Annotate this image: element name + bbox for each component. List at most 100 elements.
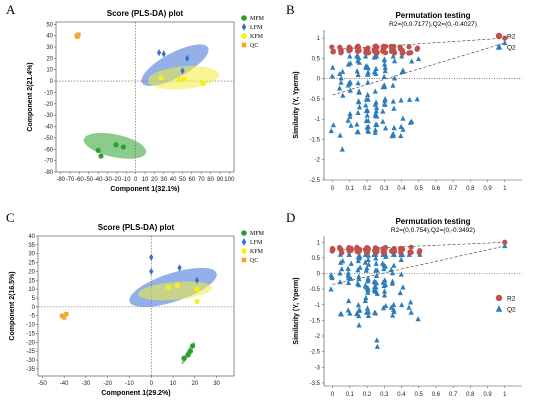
x-tick-label: -30 (103, 177, 112, 183)
r2-permutation-point (339, 250, 345, 256)
y-tick-label: 30 (46, 45, 53, 51)
y-tick-label: -80 (44, 170, 53, 176)
x-tick-label: 60 (188, 177, 195, 183)
y-axis-label: Similarity (Y, Yperm) (293, 71, 300, 138)
data-point-kfm (194, 298, 200, 305)
x-tick-label: 1 (503, 392, 507, 398)
y-tick-label: -60 (44, 147, 53, 153)
x-tick-label: -10 (122, 177, 131, 183)
q2-permutation-point (347, 113, 353, 119)
x-tick-label: 0 (331, 186, 335, 192)
y-tick-label: -2.5 (310, 350, 321, 356)
y-tick-label: 0 (32, 305, 36, 311)
x-tick-label: 0.3 (380, 392, 389, 398)
q2-original-point (502, 39, 508, 46)
data-point-mfm (95, 147, 101, 154)
q2-permutation-point (398, 271, 404, 277)
q2-permutation-point (356, 273, 362, 279)
legend-marker-qc (241, 257, 247, 263)
q2-permutation-point (373, 108, 379, 114)
x-tick-label: 0.6 (432, 392, 441, 398)
q2-permutation-point (364, 305, 371, 311)
r2-permutation-point (373, 48, 379, 55)
q2-permutation-point (373, 255, 379, 261)
y-tick-label: -25 (26, 349, 35, 355)
r2-permutation-point (380, 246, 386, 252)
y-tick-label: -0.5 (310, 287, 321, 293)
y-tick-label: -50 (44, 136, 53, 142)
q2-permutation-point (340, 68, 346, 74)
data-point-mfm (120, 144, 127, 150)
q2-permutation-point (381, 83, 388, 90)
legend-label-r2: R2 (507, 296, 516, 303)
legend-marker-q2 (495, 305, 503, 312)
q2-permutation-point (373, 260, 379, 266)
q2-permutation-point (408, 309, 414, 315)
x-tick-label: 50 (179, 177, 186, 183)
legend-marker-lfm (241, 23, 247, 31)
y-tick-label: 40 (46, 34, 53, 40)
q2-permutation-point (365, 308, 372, 315)
y-tick-label: -1.5 (310, 137, 321, 143)
q2-permutation-point (345, 117, 351, 123)
q2-permutation-point (365, 79, 371, 85)
x-tick-label: 0 (331, 392, 335, 398)
r2-permutation-point (416, 249, 422, 256)
r2-permutation-point (329, 44, 335, 50)
chart-subtitle: R2=(0,0.754),Q2=(0,-0.3492) (391, 227, 475, 234)
q2-permutation-point (391, 105, 397, 111)
panel-letter: B (286, 2, 295, 17)
panel-letter: C (6, 210, 15, 225)
q2-permutation-point (372, 287, 378, 293)
q2-permutation-point (340, 92, 346, 98)
legend-label-qc: QC (250, 43, 258, 49)
q2-permutation-point (330, 64, 336, 70)
q2-permutation-point (381, 73, 387, 79)
q2-permutation-point (355, 129, 361, 135)
q2-permutation-point (389, 270, 396, 276)
y-tick-label: -2 (315, 334, 321, 340)
q2-permutation-point (363, 294, 369, 301)
data-point-lfm (177, 264, 182, 272)
x-tick-label: 40 (170, 177, 177, 183)
x-tick-label: 0.5 (415, 392, 424, 398)
data-point-lfm (149, 253, 154, 261)
r2-permutation-point (346, 48, 352, 54)
legend-label-kfm: KFM (250, 249, 264, 255)
q2-permutation-point (366, 261, 372, 267)
legend-label-kfm: KFM (250, 34, 264, 40)
y-tick-label: -3.5 (310, 381, 321, 387)
legend-label-qc: QC (250, 258, 258, 264)
data-point-kfm (181, 76, 187, 82)
q2-permutation-point (373, 272, 380, 278)
q2-permutation-point (372, 127, 378, 133)
q2-permutation-point (345, 270, 351, 276)
q2-permutation-point (406, 304, 412, 310)
q2-permutation-point (372, 310, 379, 316)
y-tick-label: 15 (28, 278, 35, 284)
r2-permutation-point (356, 248, 362, 254)
data-point-kfm (166, 284, 172, 290)
q2-permutation-point (356, 255, 362, 261)
legend-marker-r2 (495, 32, 503, 40)
y-tick-label: 1 (317, 36, 321, 42)
permutation-panel-b: B Permutation testingR2=(0,0.7177),Q2=(0,… (286, 2, 522, 192)
r2-permutation-point (365, 246, 371, 252)
q2-permutation-point (346, 279, 352, 286)
q2-original-point (502, 242, 508, 249)
q2-permutation-point (372, 283, 378, 289)
q2-permutation-point (337, 279, 343, 285)
r2-permutation-point (329, 248, 335, 254)
legend-marker-kfm (241, 33, 247, 39)
y-tick-label: -10 (26, 323, 35, 329)
q2-permutation-point (346, 251, 352, 257)
r2-permutation-point (330, 49, 336, 55)
data-point-qc (75, 34, 80, 39)
y-tick-label: -15 (26, 331, 35, 337)
data-point-mfm (98, 153, 104, 159)
r2-permutation-point (380, 43, 387, 49)
x-tick-label: -40 (94, 177, 103, 183)
q2-permutation-point (329, 274, 335, 281)
r2-regression-line (332, 241, 505, 251)
legend-marker-qc (241, 42, 247, 48)
